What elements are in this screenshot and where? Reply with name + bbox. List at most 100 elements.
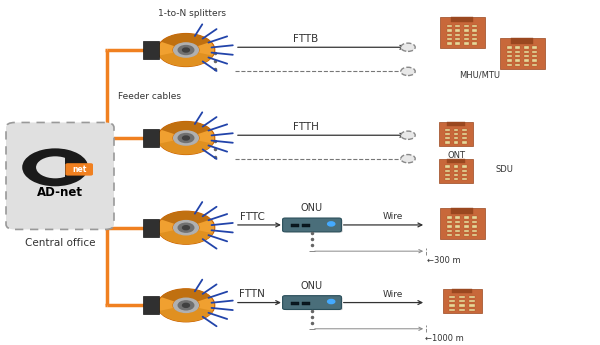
Circle shape bbox=[173, 131, 199, 145]
Bar bbox=[302, 302, 310, 305]
FancyBboxPatch shape bbox=[283, 296, 341, 309]
Bar bbox=[524, 55, 529, 58]
Text: Feeder cables: Feeder cables bbox=[118, 92, 181, 101]
Bar bbox=[451, 17, 473, 22]
Bar bbox=[463, 141, 467, 144]
Bar bbox=[472, 34, 477, 36]
Bar bbox=[454, 174, 458, 176]
Bar bbox=[524, 51, 529, 53]
Bar bbox=[469, 308, 475, 311]
Bar bbox=[445, 133, 449, 135]
Bar bbox=[65, 154, 78, 180]
Text: FTTH: FTTH bbox=[293, 122, 319, 132]
Bar bbox=[455, 234, 460, 236]
Wedge shape bbox=[157, 289, 215, 322]
Text: MHU/MTU: MHU/MTU bbox=[460, 70, 500, 79]
Wedge shape bbox=[157, 33, 215, 67]
Bar bbox=[464, 229, 469, 232]
Bar bbox=[447, 34, 452, 36]
Bar bbox=[472, 229, 477, 232]
Bar bbox=[459, 308, 465, 311]
Bar bbox=[469, 300, 475, 303]
FancyBboxPatch shape bbox=[285, 219, 343, 233]
Circle shape bbox=[401, 155, 415, 163]
Text: Wire: Wire bbox=[383, 212, 403, 221]
Bar bbox=[451, 208, 473, 214]
Bar bbox=[507, 64, 512, 66]
Circle shape bbox=[328, 299, 335, 304]
Bar bbox=[469, 296, 475, 298]
Bar bbox=[447, 221, 452, 223]
Text: FTTN: FTTN bbox=[239, 289, 265, 299]
Bar bbox=[472, 25, 477, 27]
Bar bbox=[143, 41, 158, 59]
Bar bbox=[447, 25, 452, 27]
Bar bbox=[449, 300, 455, 303]
Bar bbox=[463, 129, 467, 131]
Bar bbox=[455, 25, 460, 27]
Bar bbox=[445, 170, 449, 172]
Bar bbox=[472, 234, 477, 236]
Bar bbox=[464, 29, 469, 32]
Bar bbox=[511, 38, 533, 43]
Text: ONU: ONU bbox=[301, 281, 323, 291]
Bar bbox=[507, 55, 512, 58]
Bar bbox=[464, 225, 469, 228]
Bar bbox=[445, 174, 449, 176]
Bar bbox=[464, 25, 469, 27]
Text: Wire: Wire bbox=[383, 290, 403, 299]
Bar bbox=[455, 34, 460, 36]
Bar bbox=[515, 55, 520, 58]
Bar bbox=[439, 208, 485, 239]
Bar bbox=[463, 174, 467, 176]
Bar bbox=[445, 178, 449, 180]
Text: FTTB: FTTB bbox=[293, 34, 319, 44]
Bar bbox=[459, 296, 465, 298]
Text: AD-net: AD-net bbox=[37, 186, 83, 199]
Bar bbox=[472, 221, 477, 223]
Text: FTTC: FTTC bbox=[239, 212, 265, 221]
Bar bbox=[515, 51, 520, 53]
Bar bbox=[472, 42, 477, 45]
Bar bbox=[302, 224, 310, 227]
Wedge shape bbox=[161, 33, 211, 46]
FancyBboxPatch shape bbox=[6, 122, 114, 229]
Bar bbox=[463, 178, 467, 180]
Text: SDU: SDU bbox=[495, 165, 513, 174]
Circle shape bbox=[401, 131, 415, 139]
Wedge shape bbox=[159, 52, 213, 67]
Text: ONU: ONU bbox=[301, 203, 323, 213]
Bar bbox=[455, 38, 460, 40]
FancyBboxPatch shape bbox=[283, 218, 341, 232]
Wedge shape bbox=[161, 121, 211, 134]
Bar bbox=[445, 141, 449, 144]
Bar bbox=[455, 221, 460, 223]
Bar bbox=[454, 170, 458, 172]
Bar bbox=[455, 42, 460, 45]
Circle shape bbox=[182, 48, 190, 52]
Circle shape bbox=[401, 43, 415, 51]
Bar bbox=[515, 59, 520, 62]
Bar bbox=[439, 159, 473, 183]
Circle shape bbox=[173, 298, 199, 313]
Bar bbox=[454, 166, 458, 168]
Circle shape bbox=[328, 222, 335, 226]
Bar bbox=[445, 137, 449, 139]
Bar bbox=[524, 64, 529, 66]
Bar bbox=[455, 29, 460, 32]
Circle shape bbox=[401, 67, 415, 76]
Bar bbox=[507, 46, 512, 49]
Bar bbox=[454, 141, 458, 144]
Wedge shape bbox=[157, 211, 215, 244]
Circle shape bbox=[178, 134, 194, 142]
FancyBboxPatch shape bbox=[285, 297, 343, 310]
Bar bbox=[449, 304, 455, 307]
Bar bbox=[507, 59, 512, 62]
Bar bbox=[469, 304, 475, 307]
Bar bbox=[445, 166, 449, 168]
Bar bbox=[464, 42, 469, 45]
Bar bbox=[452, 289, 472, 294]
Wedge shape bbox=[161, 211, 211, 224]
Bar bbox=[464, 234, 469, 236]
Wedge shape bbox=[22, 148, 88, 186]
